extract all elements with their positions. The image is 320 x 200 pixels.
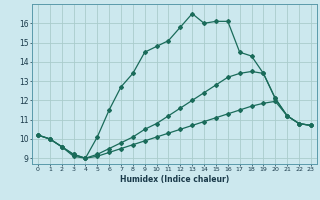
X-axis label: Humidex (Indice chaleur): Humidex (Indice chaleur) — [120, 175, 229, 184]
